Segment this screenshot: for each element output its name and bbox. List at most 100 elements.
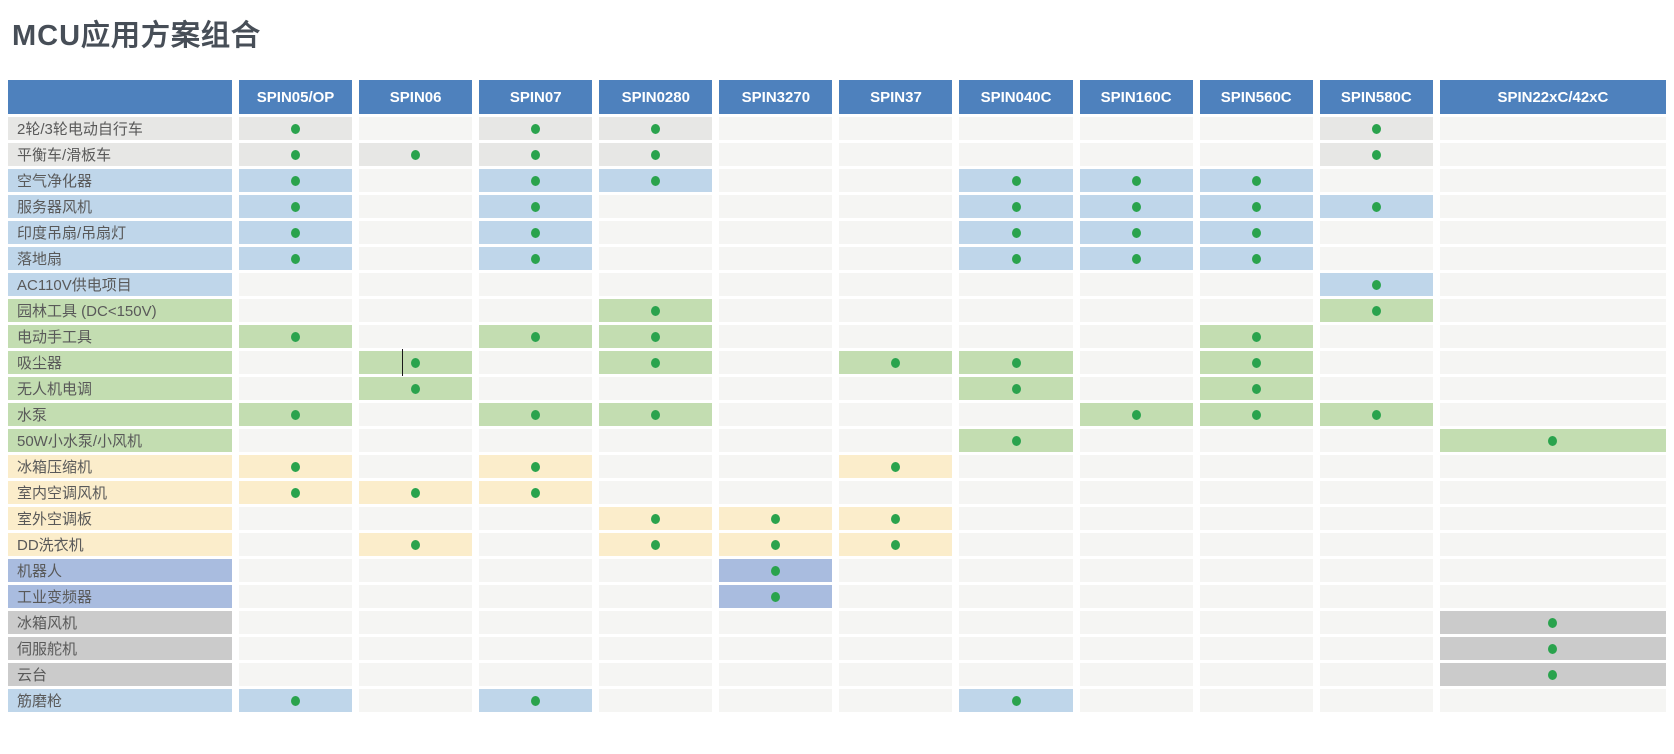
support-dot-icon [1548,435,1558,446]
matrix-cell [1079,143,1193,166]
matrix-cell [1319,299,1433,322]
matrix-cell [959,533,1073,556]
matrix-cell [359,221,473,244]
matrix-cell [719,429,833,452]
matrix-cell [959,429,1073,452]
matrix-cell [599,533,713,556]
support-dot-icon [291,487,301,498]
support-dot-icon [651,539,661,550]
matrix-cell [1199,195,1313,218]
support-dot-icon [411,357,421,368]
support-dot-icon [291,461,301,472]
matrix-cell [599,351,713,374]
header-corner-cell [8,80,232,114]
matrix-cell [839,325,953,348]
matrix-cell [479,377,593,400]
matrix-cell [599,689,713,712]
column-header: SPIN37 [839,80,953,114]
support-dot-icon [291,175,301,186]
column-header: SPIN05/OP [239,80,353,114]
matrix-cell [1199,611,1313,634]
matrix-cell [719,169,833,192]
support-dot-icon [531,487,541,498]
matrix-cell [479,559,593,582]
row-label: 室外空调板 [8,507,232,530]
matrix-cell [839,351,953,374]
matrix-cell [719,533,833,556]
matrix-cell [239,247,353,270]
support-dot-icon [1371,201,1381,212]
matrix-cell [839,221,953,244]
matrix-cell [1319,325,1433,348]
matrix-cell [599,273,713,296]
support-dot-icon [771,513,781,524]
support-dot-icon [651,331,661,342]
matrix-cell [479,117,593,140]
matrix-cell [1199,429,1313,452]
support-dot-icon [651,175,661,186]
matrix-cell [959,663,1073,686]
matrix-cell [479,663,593,686]
matrix-cell [239,455,353,478]
matrix-cell [719,143,833,166]
matrix-cell [719,247,833,270]
matrix-cell [1439,637,1666,660]
matrix-cell [239,663,353,686]
matrix-cell [479,429,593,452]
support-dot-icon [1011,695,1021,706]
support-dot-icon [531,253,541,264]
column-header: SPIN580C [1319,80,1433,114]
matrix-cell [1439,507,1666,530]
matrix-cell [239,481,353,504]
matrix-cell [1199,221,1313,244]
matrix-cell [839,585,953,608]
column-header: SPIN3270 [719,80,833,114]
support-dot-icon [1011,383,1021,394]
support-dot-icon [1371,279,1381,290]
support-dot-icon [1011,357,1021,368]
matrix-cell [719,611,833,634]
matrix-cell [1439,117,1666,140]
support-dot-icon [411,383,421,394]
matrix-cell [1439,559,1666,582]
matrix-cell [359,585,473,608]
matrix-cell [599,325,713,348]
matrix-cell [839,377,953,400]
matrix-cell [959,299,1073,322]
row-label: 工业变频器 [8,585,232,608]
support-dot-icon [891,461,901,472]
matrix-cell [479,273,593,296]
matrix-cell [1439,585,1666,608]
matrix-cell [1319,117,1433,140]
support-dot-icon [1011,227,1021,238]
matrix-cell [1199,351,1313,374]
matrix-cell [719,689,833,712]
matrix-cell [959,481,1073,504]
support-dot-icon [291,149,301,160]
row-label: 水泵 [8,403,232,426]
support-dot-icon [651,305,661,316]
support-dot-icon [1251,331,1261,342]
matrix-cell [839,299,953,322]
matrix-cell [1319,273,1433,296]
matrix-cell [479,351,593,374]
matrix-cell [599,637,713,660]
matrix-cell [479,143,593,166]
matrix-cell [479,533,593,556]
matrix-cell [1079,455,1193,478]
matrix-cell [1199,663,1313,686]
support-dot-icon [1251,253,1261,264]
support-dot-icon [1251,409,1261,420]
matrix-cell [1079,585,1193,608]
matrix-cell [1319,559,1433,582]
matrix-cell [1079,507,1193,530]
matrix-cell [239,117,353,140]
matrix-cell [1319,221,1433,244]
matrix-cell [719,481,833,504]
matrix-cell [599,455,713,478]
row-label: 50W小水泵/小风机 [8,429,232,452]
row-label: 电动手工具 [8,325,232,348]
matrix-cell [599,221,713,244]
support-dot-icon [771,565,781,576]
matrix-cell [839,507,953,530]
